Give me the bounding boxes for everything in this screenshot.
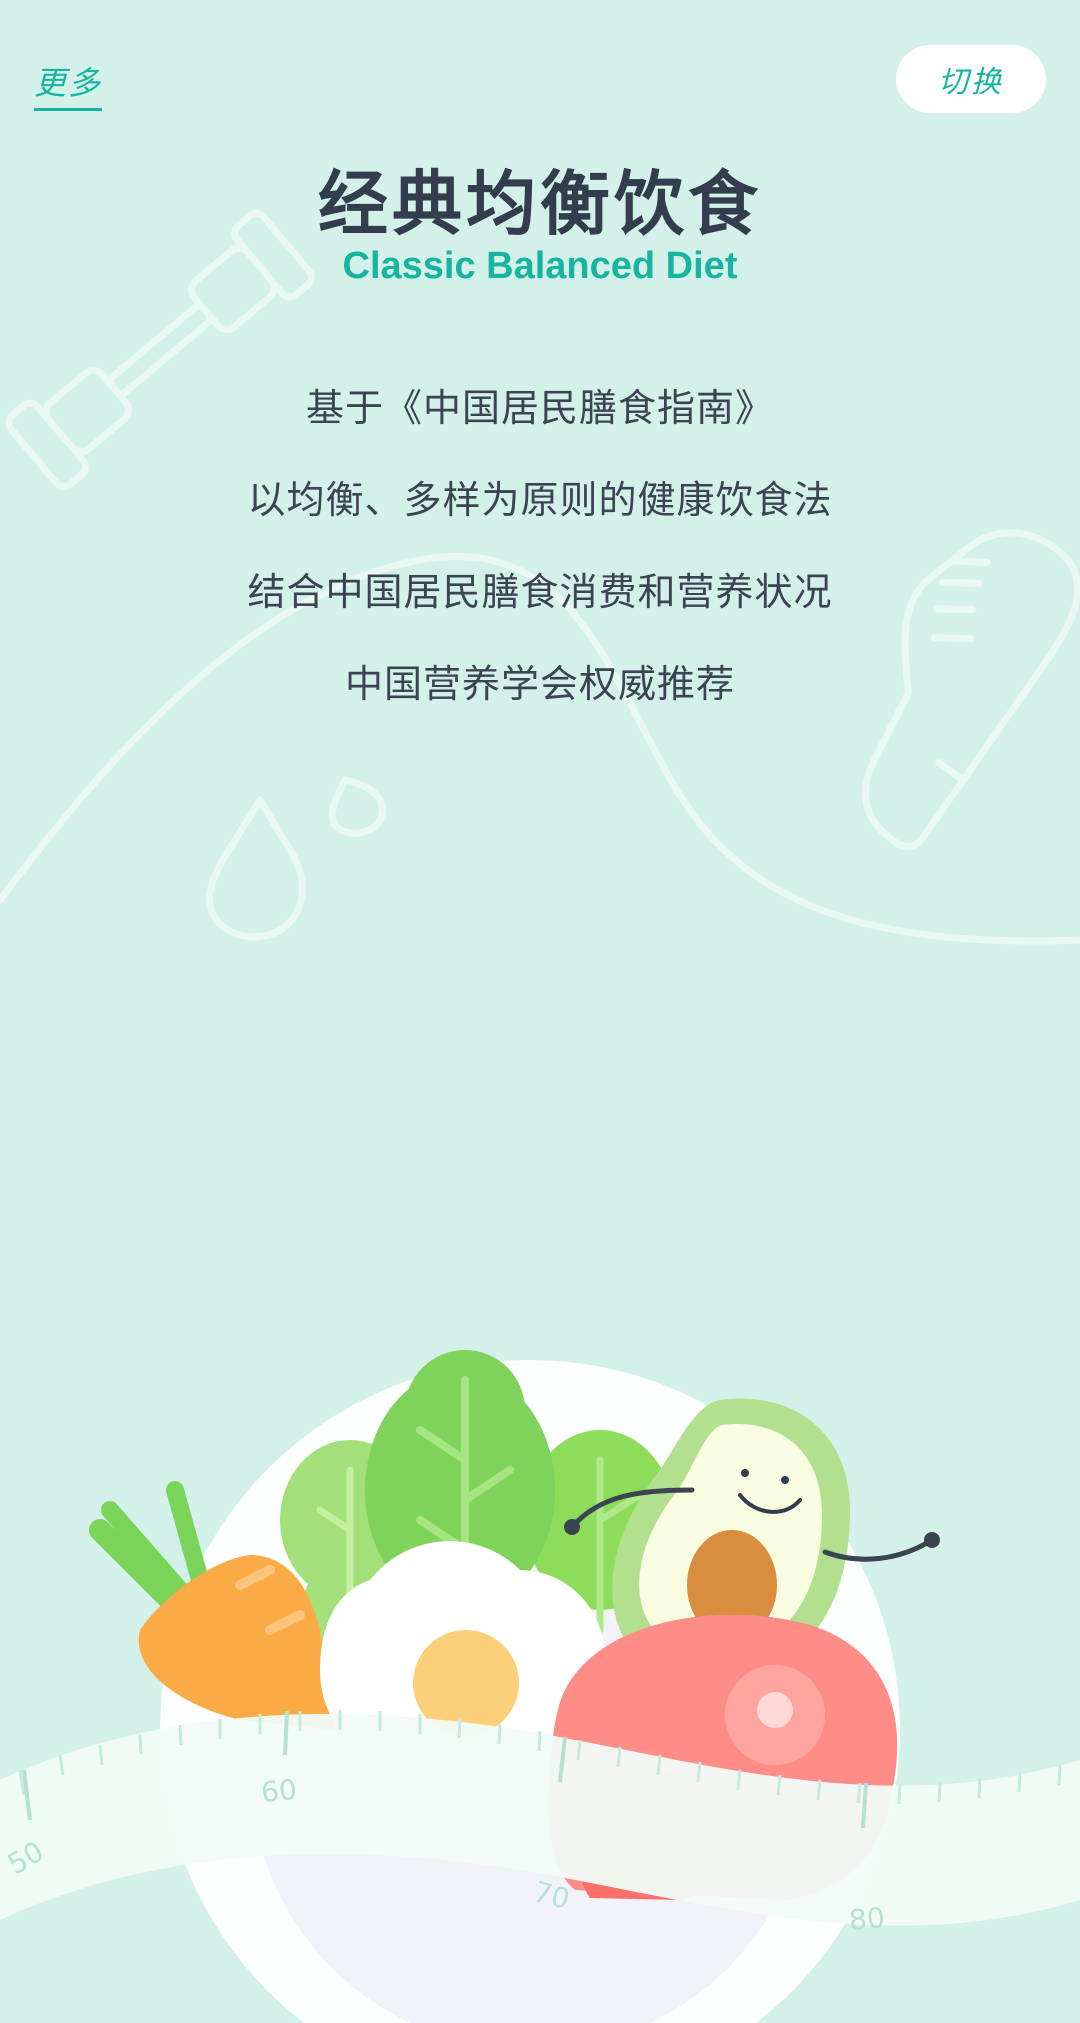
description-line: 结合中国居民膳食消费和营养状况	[247, 570, 833, 614]
water-drop-icon	[205, 796, 306, 941]
switch-button[interactable]: 切换	[896, 45, 1046, 113]
page-subtitle: Classic Balanced Diet	[342, 245, 738, 287]
description-line: 基于《中国居民膳食指南》	[305, 386, 774, 430]
wave-line	[0, 553, 1080, 945]
description: 基于《中国居民膳食指南》 以均衡、多样为原则的健康饮食法 结合中国居民膳食消费和…	[0, 362, 1080, 730]
more-link[interactable]: 更多	[34, 58, 103, 111]
tape-label: 60	[260, 1773, 298, 1809]
dumbbell-icon	[5, 210, 315, 490]
sneaker-icon	[861, 529, 1080, 851]
description-line: 中国营养学会权威推荐	[344, 662, 735, 706]
carrot-icon	[89, 1481, 335, 1730]
food-illustration: 50 60 70 80	[0, 1350, 1080, 2023]
description-line: 以均衡、多样为原则的健康饮食法	[247, 478, 833, 522]
avocado-icon	[564, 1398, 940, 1680]
background-decoration	[0, 210, 1080, 945]
water-drop-icon	[328, 776, 386, 837]
measuring-tape: 50 60 70 80	[0, 1710, 1080, 1937]
tape-label: 80	[848, 1901, 886, 1937]
page-title: 经典均衡饮食	[318, 163, 762, 245]
